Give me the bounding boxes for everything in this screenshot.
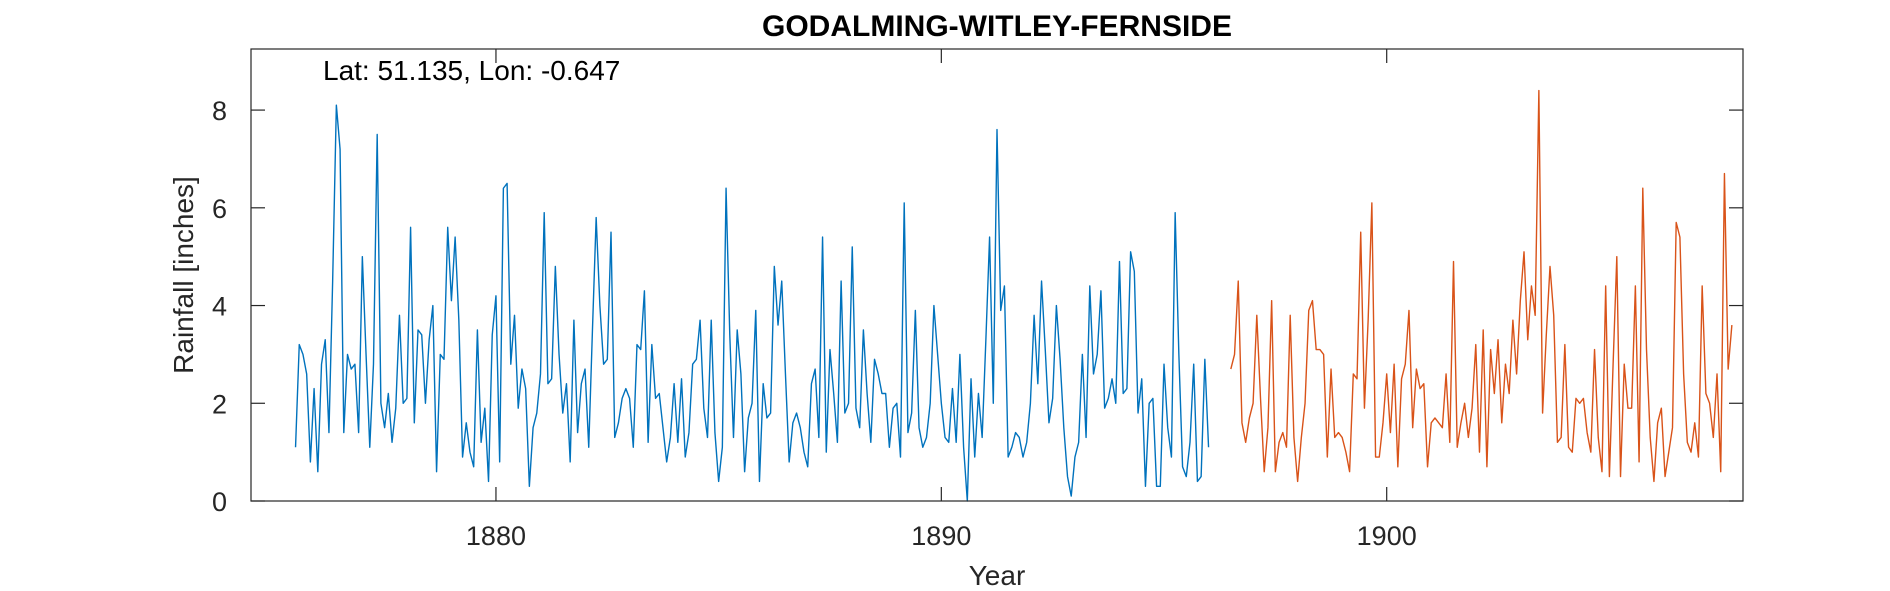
- plot-frame: [250, 48, 1744, 502]
- y-tick-label-4: 4: [212, 292, 227, 322]
- location-annotation: Lat: 51.135, Lon: -0.647: [323, 55, 620, 86]
- x-tick-label-1900: 1900: [1357, 521, 1417, 551]
- chart-title: GODALMING-WITLEY-FERNSIDE: [762, 10, 1232, 43]
- x-axis-label: Year: [969, 560, 1026, 591]
- ticks-layer: 0 2 4 6 8 1880 1890 1900: [212, 49, 1743, 551]
- y-axis-label: Rainfall [inches]: [168, 176, 199, 374]
- y-tick-label-2: 2: [212, 389, 227, 419]
- series-layer: [294, 89, 1733, 502]
- x-tick-label-1880: 1880: [466, 521, 526, 551]
- series-line-2: [1230, 89, 1733, 483]
- y-tick-label-0: 0: [212, 487, 227, 517]
- y-tick-label-6: 6: [212, 194, 227, 224]
- x-tick-label-1890: 1890: [911, 521, 971, 551]
- series-line-1: [294, 104, 1210, 502]
- y-tick-label-8: 8: [212, 96, 227, 126]
